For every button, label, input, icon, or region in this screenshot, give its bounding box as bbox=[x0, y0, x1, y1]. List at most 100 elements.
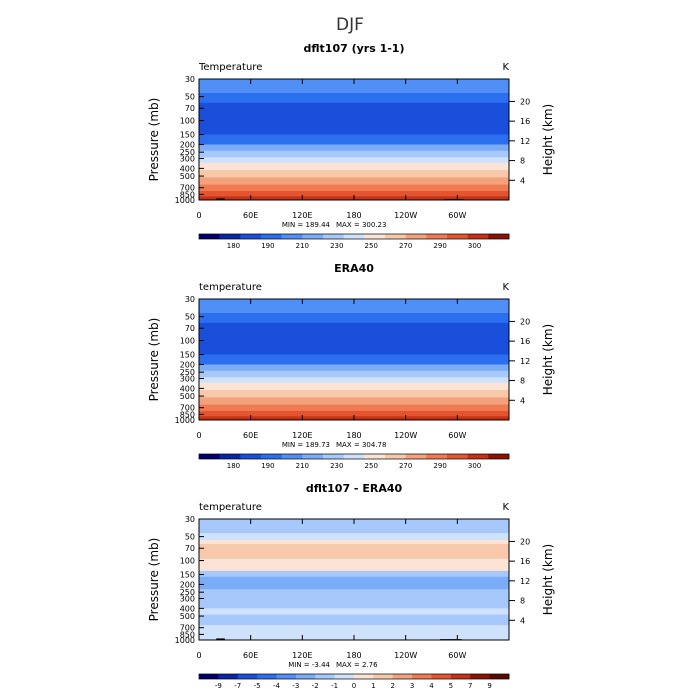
colorbar-swatch bbox=[199, 234, 220, 239]
y-tick-label: 70 bbox=[185, 544, 195, 553]
variable-label: temperature bbox=[199, 502, 262, 513]
contour-band bbox=[199, 322, 509, 355]
y-tick-label: 30 bbox=[185, 295, 195, 304]
colorbar-label: -3 bbox=[292, 682, 299, 690]
y-right-axis-label: Height (km) bbox=[541, 104, 555, 175]
x-tick-label: 60E bbox=[243, 651, 258, 660]
y-tick-label: 700 bbox=[180, 184, 195, 193]
y-tick-label: 150 bbox=[180, 351, 195, 360]
colorbar: -9 -7 -5 -4 -3 -2 -1 0 1 2 3 4 5 7 9 bbox=[198, 673, 510, 690]
colorbar: 180 190 210 230 250 270 290 300 bbox=[198, 453, 510, 470]
y-tick-label: 400 bbox=[180, 164, 195, 173]
colorbar-label: 9 bbox=[487, 682, 491, 690]
x-tick-label: 120W bbox=[394, 211, 417, 220]
y-tick-label: 500 bbox=[180, 612, 195, 621]
colorbar-label: 210 bbox=[296, 242, 309, 250]
colorbar-swatch bbox=[405, 454, 427, 459]
contour-band bbox=[199, 576, 509, 590]
contour-band bbox=[199, 354, 509, 365]
y-tick-label: 500 bbox=[180, 172, 195, 181]
y-tick-label: 700 bbox=[180, 404, 195, 413]
colorbar-swatch bbox=[302, 234, 324, 239]
colorbar-swatch bbox=[373, 674, 394, 679]
contour-band bbox=[199, 558, 509, 572]
colorbar-label: 190 bbox=[261, 462, 274, 470]
y-tick-label: 500 bbox=[180, 392, 195, 401]
y-tick-label: 300 bbox=[180, 594, 195, 603]
contour-band bbox=[199, 382, 509, 391]
y-right-tick-label: 8 bbox=[520, 157, 525, 166]
colorbar-label: 3 bbox=[410, 682, 414, 690]
y-tick-label: 1000 bbox=[175, 636, 195, 645]
colorbar-label: 290 bbox=[433, 462, 446, 470]
contour-band bbox=[199, 397, 509, 406]
colorbar-label: 1 bbox=[371, 682, 375, 690]
contour-band bbox=[199, 608, 509, 616]
y-right-tick-label: 4 bbox=[520, 176, 525, 185]
y-tick-label: 250 bbox=[180, 588, 195, 597]
y-tick-label: 30 bbox=[185, 515, 195, 524]
colorbar-label: 5 bbox=[449, 682, 453, 690]
figure-title: DJF bbox=[336, 15, 364, 35]
x-tick-label: 60E bbox=[243, 431, 258, 440]
colorbar-swatch bbox=[470, 674, 490, 679]
y-tick-label: 150 bbox=[180, 571, 195, 580]
y-right-tick-label: 12 bbox=[520, 137, 530, 146]
y-right-tick-label: 20 bbox=[520, 537, 530, 546]
y-right-axis-label: Height (km) bbox=[541, 324, 555, 395]
colorbar-swatch bbox=[219, 454, 241, 459]
colorbar-swatch bbox=[385, 454, 406, 459]
min-label: MIN = -3.44 bbox=[288, 661, 330, 669]
colorbar: 180 190 210 230 250 270 290 300 bbox=[198, 233, 510, 250]
colorbar-swatch bbox=[343, 234, 365, 239]
colorbar-swatch bbox=[261, 234, 282, 239]
colorbar-swatch bbox=[343, 454, 365, 459]
panel-title: dflt107 - ERA40 bbox=[306, 482, 403, 495]
colorbar-label: 190 bbox=[261, 242, 274, 250]
panel-title: ERA40 bbox=[334, 262, 374, 275]
colorbar-swatch bbox=[489, 674, 510, 679]
x-tick-label: 120E bbox=[292, 211, 312, 220]
x-tick-label: 60E bbox=[243, 211, 258, 220]
contour-band bbox=[199, 150, 509, 158]
colorbar-swatch bbox=[426, 234, 448, 239]
colorbar-swatch bbox=[447, 234, 468, 239]
contour-band bbox=[199, 539, 509, 545]
colorbar-swatch bbox=[467, 454, 489, 459]
contour-band bbox=[199, 370, 509, 378]
y-tick-label: 400 bbox=[180, 604, 195, 613]
colorbar-swatch bbox=[450, 674, 471, 679]
colorbar-swatch bbox=[219, 234, 241, 239]
y-right-tick-label: 16 bbox=[520, 337, 530, 346]
contour-band bbox=[199, 162, 509, 171]
contour-band bbox=[199, 92, 509, 104]
panel-title: dflt107 (yrs 1-1) bbox=[304, 42, 405, 55]
y-tick-label: 200 bbox=[180, 360, 195, 369]
colorbar-label: -5 bbox=[254, 682, 261, 690]
colorbar-label: 180 bbox=[227, 242, 240, 250]
contour-band bbox=[199, 614, 509, 626]
units-label: K bbox=[502, 282, 509, 293]
contour-band bbox=[199, 170, 509, 178]
colorbar-label: -7 bbox=[234, 682, 241, 690]
contour-band bbox=[199, 312, 509, 324]
y-tick-label: 70 bbox=[185, 104, 195, 113]
y-axis-label: Pressure (mb) bbox=[147, 98, 161, 182]
colorbar-swatch bbox=[405, 234, 427, 239]
y-right-tick-label: 12 bbox=[520, 577, 530, 586]
y-right-tick-label: 16 bbox=[520, 117, 530, 126]
colorbar-label: -1 bbox=[331, 682, 338, 690]
variable-label: temperature bbox=[199, 282, 262, 293]
max-label: MAX = 304.78 bbox=[336, 441, 386, 449]
x-tick-label: 60W bbox=[448, 211, 466, 220]
colorbar-swatch bbox=[276, 674, 297, 679]
colorbar-swatch bbox=[302, 454, 324, 459]
x-tick-label: 180 bbox=[346, 651, 361, 660]
colorbar-swatch bbox=[237, 674, 258, 679]
colorbar-swatch bbox=[315, 674, 335, 679]
contour-band bbox=[199, 390, 509, 398]
y-tick-label: 70 bbox=[185, 324, 195, 333]
colorbar-swatch bbox=[295, 674, 316, 679]
colorbar-swatch bbox=[261, 454, 282, 459]
